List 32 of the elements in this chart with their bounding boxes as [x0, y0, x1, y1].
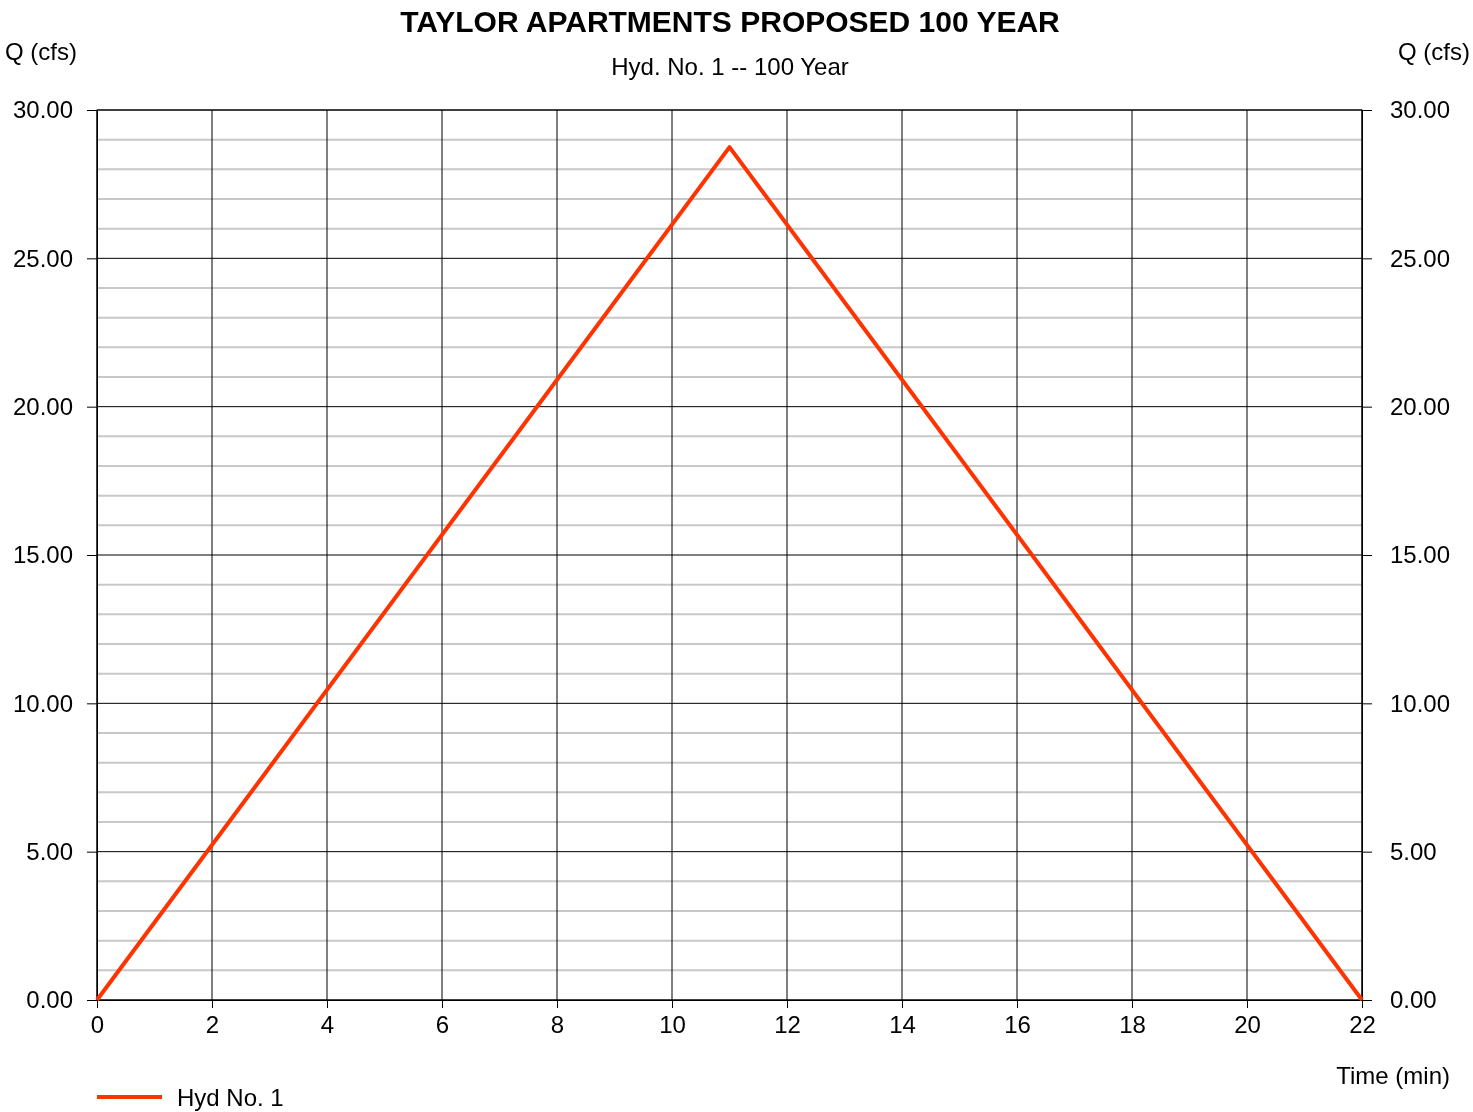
y2-tick-label: 25.00: [1390, 244, 1451, 272]
x-tick-label: 20: [1234, 1011, 1261, 1039]
x-tick-label: 16: [1004, 1011, 1031, 1039]
y-tick-label: 30.00: [12, 96, 73, 124]
x-tick-label: 4: [320, 1011, 335, 1039]
y2-axis-title: Q (cfs): [1398, 38, 1470, 65]
x-axis-title: Time (min): [1336, 1062, 1450, 1089]
y-tick-label: 10.00: [12, 689, 73, 717]
x-tick-label: 2: [205, 1011, 220, 1039]
x-tick-label: 8: [550, 1011, 565, 1039]
y2-tick-label: 15.00: [1390, 541, 1451, 569]
chart-subtitle: Hyd. No. 1 -- 100 Year: [611, 53, 849, 80]
x-tick-label: 14: [889, 1011, 916, 1039]
x-tick-label: 12: [774, 1011, 801, 1039]
y2-tick-label: 5.00: [1390, 837, 1437, 865]
y-tick-label: 5.00: [26, 837, 73, 865]
y2-tick-label: 0.00: [1390, 986, 1437, 1014]
y-tick-label: 20.00: [12, 392, 73, 420]
chart-title: TAYLOR APARTMENTS PROPOSED 100 YEAR: [400, 5, 1061, 38]
x-tick-label: 0: [90, 1011, 105, 1039]
x-tick-label: 6: [435, 1011, 450, 1039]
y-tick-label: 25.00: [12, 244, 73, 272]
x-tick-label: 22: [1349, 1011, 1376, 1039]
y-axis-title: Q (cfs): [5, 38, 77, 65]
y-tick-label: 15.00: [12, 541, 73, 569]
y-tick-label: 0.00: [26, 986, 73, 1014]
y2-tick-label: 10.00: [1390, 689, 1451, 717]
y2-tick-label: 20.00: [1390, 392, 1451, 420]
x-tick-label: 18: [1119, 1011, 1146, 1039]
legend-label: Hyd No. 1: [177, 1084, 284, 1111]
y2-tick-label: 30.00: [1390, 96, 1451, 124]
x-tick-label: 10: [659, 1011, 686, 1039]
